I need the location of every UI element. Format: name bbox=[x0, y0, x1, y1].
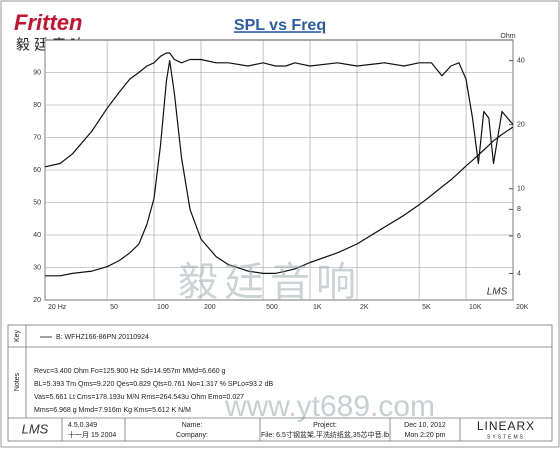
y-tick-label: 40 bbox=[33, 232, 41, 239]
plot: 20 Hz 50 100 200 500 1K 2K 5K 10K 20K 20 30 40 50 60 70… bbox=[33, 39, 529, 311]
footer-file: File: 6.5寸钢盆架,平洗纺纸盆,35芯中音.lb bbox=[261, 430, 389, 439]
note: Revc=3.400 Ohm Fo=125.900 Hz Sd=14.957m … bbox=[34, 368, 226, 375]
note: BL=5.393 Tm Qms=9.220 Qes=0.829 Qts=0.76… bbox=[34, 381, 274, 388]
x-tick-label: 200 bbox=[204, 304, 216, 311]
y-tick-label: 30 bbox=[33, 264, 41, 271]
footer-maker-sub: SYSTEMS bbox=[487, 434, 525, 440]
y2-tick-label: 20 bbox=[517, 122, 525, 129]
series-line bbox=[45, 60, 514, 277]
y2-tick-label: 8 bbox=[517, 206, 521, 213]
footer-build: 十一月 15 2004 bbox=[68, 430, 116, 439]
x-tick-label: 2K bbox=[360, 304, 369, 311]
watermark-cn: 毅廷音响 bbox=[178, 261, 362, 305]
footer-version: 4.5.0.349 bbox=[68, 422, 97, 429]
x-tick-label: 5K bbox=[422, 304, 431, 311]
y-tick-label: 60 bbox=[33, 167, 41, 174]
y2-tick-label: 10 bbox=[517, 186, 525, 193]
y2-axis-label: Ohm bbox=[500, 33, 515, 40]
x-tick-label: 20 Hz bbox=[48, 304, 67, 311]
key-label: Key bbox=[14, 329, 21, 342]
x-tick-label: 500 bbox=[266, 304, 278, 311]
x-tick-label: 1K bbox=[313, 304, 322, 311]
footer-time: Mon 2:20 pm bbox=[405, 432, 446, 439]
x-tick-label: 20K bbox=[516, 304, 529, 311]
footer-project: Project: bbox=[313, 422, 337, 429]
footer-name: Name: bbox=[182, 422, 203, 429]
y-tick-label: 50 bbox=[33, 199, 41, 206]
x-tick-label: 50 bbox=[110, 304, 118, 311]
notes-label: Notes bbox=[14, 372, 21, 391]
y2-tick-label: 6 bbox=[517, 233, 521, 240]
brand-logo: Fritten bbox=[14, 10, 82, 35]
x-tick-label: 10K bbox=[469, 304, 482, 311]
chart-title: SPL vs Freq bbox=[234, 17, 326, 34]
y-tick-label: 80 bbox=[33, 102, 41, 109]
note: Mms=6.968 g Mmd=7.916m Kg Kms=5.612 K N/… bbox=[34, 407, 191, 414]
note: Vas=5.661 Lt Cms=178.193u M/N Rms=264.54… bbox=[34, 394, 244, 401]
footer-logo: LMS bbox=[22, 421, 49, 436]
y2-tick-label: 40 bbox=[517, 57, 525, 64]
footer-maker: LINEARX bbox=[477, 419, 535, 433]
footer-company: Company: bbox=[176, 432, 208, 439]
y-tick-label: 90 bbox=[33, 69, 41, 76]
x-tick-label: 100 bbox=[157, 304, 169, 311]
panel-lines bbox=[7, 324, 553, 442]
y-tick-label: 20 bbox=[33, 297, 41, 304]
plot-logo: LMS bbox=[487, 287, 508, 298]
watermark-url: www.yt689.com bbox=[224, 390, 435, 423]
footer-date: Dec 10, 2012 bbox=[404, 422, 446, 429]
y-tick-label: 70 bbox=[33, 134, 41, 141]
y2-tick-label: 4 bbox=[517, 270, 521, 277]
legend-entry: B: WFHZ166-86PN 20110924 bbox=[56, 334, 149, 341]
series-line bbox=[44, 52, 514, 168]
